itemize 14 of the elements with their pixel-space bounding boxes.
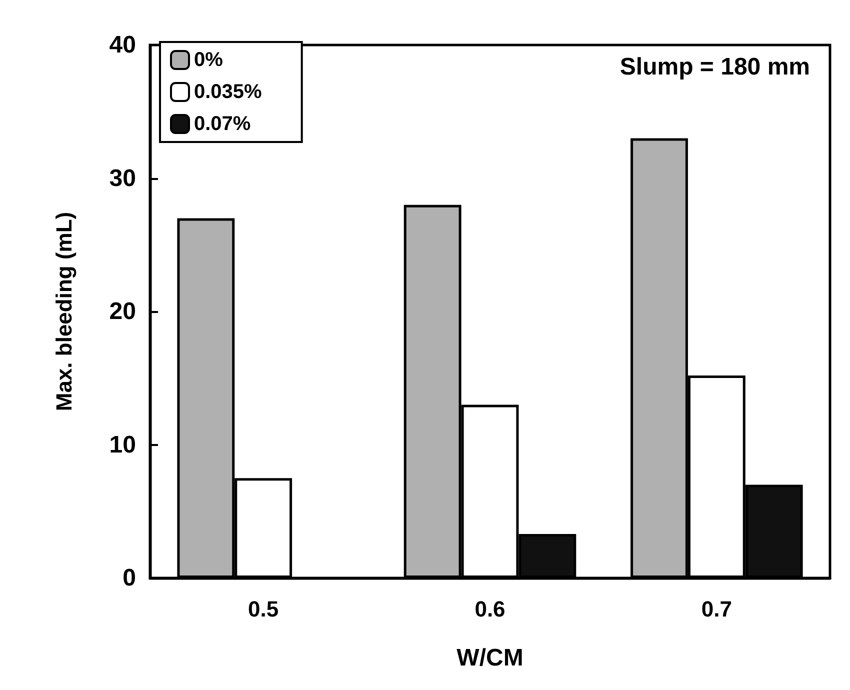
annotation: Slump = 180 mm [620,54,810,80]
y-tick-label: 30 [109,164,136,192]
legend-label: 0.035% [194,81,262,103]
x-tick-label: 0.6 [474,596,506,622]
y-tick-label: 40 [109,32,136,58]
y-axis-title: Max. bleeding (mL) [52,212,76,412]
x-tick-label: 0.5 [248,596,279,622]
y-tick-label: 20 [109,298,136,325]
legend-label: 0% [194,49,224,71]
x-axis-title: W/CM [456,644,524,672]
y-tick-label: 10 [109,431,136,458]
x-tick-label: 0.7 [701,596,732,622]
y-tick-label: 0 [122,564,136,592]
legend-label: 0.07% [194,113,251,135]
